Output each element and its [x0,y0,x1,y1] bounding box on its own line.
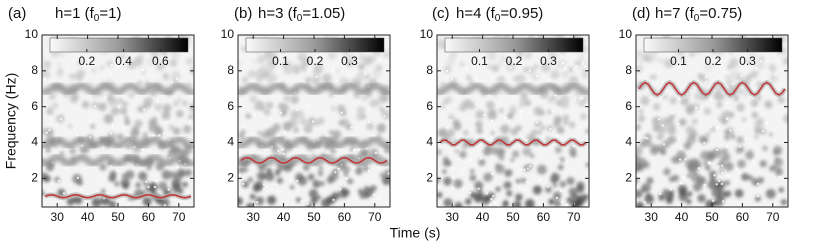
y-tick-label: 2 [625,171,632,185]
panel: 0.1 0.2 0.3 2 4 6 8 10 30 40 50 60 70 (b) h=3 (f0=1.05… [221,5,391,224]
x-tick-label: 30 [446,210,460,224]
y-tick-label: 4 [426,135,433,149]
title-part: =0.95) [500,5,543,22]
panel-title: h=1 (f0=1) [55,5,121,24]
colorbar-tick-label: 0.1 [272,54,289,68]
x-tick-label: 70 [172,210,186,224]
x-tick-label: 50 [506,210,520,224]
harmonic-band [238,135,390,150]
panel-label: (c) [432,5,450,22]
title-part: 0 [297,13,303,24]
x-tick-label: 60 [142,210,156,224]
y-tick-label: 8 [31,63,38,77]
title-part: =0.75) [699,5,742,22]
colorbar-tick-label: 0.2 [705,54,722,68]
x-tick-label: 60 [736,210,750,224]
panel-title: h=3 (f0=1.05) [258,5,345,24]
colorbar-tick-label: 0.3 [540,54,557,68]
title-part: 0 [94,13,100,24]
x-tick-label: 30 [247,210,261,224]
panel: 0.2 0.4 0.6 2 4 6 8 10 30 40 50 60 70 (a) h=1 (f0=1) [8,5,195,224]
title-part: 0 [694,13,700,24]
colorbar-tick-label: 0.2 [78,54,95,68]
y-tick-label: 4 [227,135,234,149]
x-tick-label: 50 [307,210,321,224]
colorbar-tick-label: 0.1 [471,54,488,68]
colorbar-tick-label: 0.1 [670,54,687,68]
plot-area [636,35,788,207]
y-tick-label: 6 [31,99,38,113]
x-tick-label: 50 [111,210,125,224]
title-part: h=1 (f [55,5,95,22]
x-tick-label: 30 [51,210,65,224]
y-tick-label: 10 [25,27,39,41]
x-tick-label: 70 [766,210,780,224]
colorbar-tick-label: 0.4 [115,54,132,68]
plot-area [437,35,589,207]
plot-area [238,35,390,207]
y-tick-label: 6 [426,99,433,113]
y-tick-label: 8 [426,63,433,77]
harmonic-band [42,153,194,167]
y-tick-label: 4 [31,135,38,149]
y-tick-label: 6 [227,99,234,113]
y-tick-label: 8 [227,63,234,77]
panel-title: h=4 (f0=0.95) [456,5,543,24]
y-axis-label: Frequency (Hz) [3,73,19,169]
x-tick-label: 40 [476,210,490,224]
x-tick-label: 40 [81,210,95,224]
colorbar-tick-label: 0.3 [341,54,358,68]
x-tick-label: 40 [675,210,689,224]
y-tick-label: 2 [426,171,433,185]
title-part: h=4 (f [456,5,496,22]
spectrogram-texture [437,35,589,207]
harmonic-band [42,135,194,150]
ridge-line [240,156,388,164]
x-tick-label: 40 [277,210,291,224]
title-part: =1) [99,5,121,22]
ridge-line [638,81,786,96]
panel-label: (a) [8,5,26,22]
colorbar [49,37,189,53]
y-tick-label: 2 [31,171,38,185]
colorbar-tick-label: 0.2 [506,54,523,68]
y-tick-label: 8 [625,63,632,77]
harmonic-band [437,82,589,96]
panel-label: (b) [234,5,252,22]
title-part: 0 [495,13,501,24]
title-part: h=7 (f [655,5,695,22]
harmonic-band [42,82,194,96]
colorbar-tick-label: 0.6 [152,54,169,68]
y-tick-label: 10 [221,27,235,41]
panel-label: (d) [632,5,650,22]
y-tick-label: 2 [227,171,234,185]
ridge-line [44,193,192,199]
x-tick-label: 70 [567,210,581,224]
x-tick-label: 60 [537,210,551,224]
panel: 0.1 0.2 0.3 2 4 6 8 10 30 40 50 60 70 (c) h=4 (f0=0.95… [420,5,590,224]
title-part: h=3 (f [258,5,298,22]
x-tick-label: 30 [645,210,659,224]
panel-title: h=7 (f0=0.75) [655,5,742,24]
x-tick-label: 70 [368,210,382,224]
x-tick-label: 60 [338,210,352,224]
y-tick-label: 10 [619,27,633,41]
title-part: =1.05) [302,5,345,22]
y-tick-label: 10 [420,27,434,41]
ridge-line [439,139,587,146]
y-tick-label: 6 [625,99,632,113]
colorbar-tick-label: 0.3 [739,54,756,68]
x-axis-label: Time (s) [390,225,441,241]
harmonic-band [238,82,390,96]
colorbar-tick-label: 0.2 [307,54,324,68]
y-tick-label: 4 [625,135,632,149]
x-tick-label: 50 [705,210,719,224]
panel: 0.1 0.2 0.3 2 4 6 8 10 30 40 50 60 70 (d) h=7 (f0=0.75… [619,5,789,224]
